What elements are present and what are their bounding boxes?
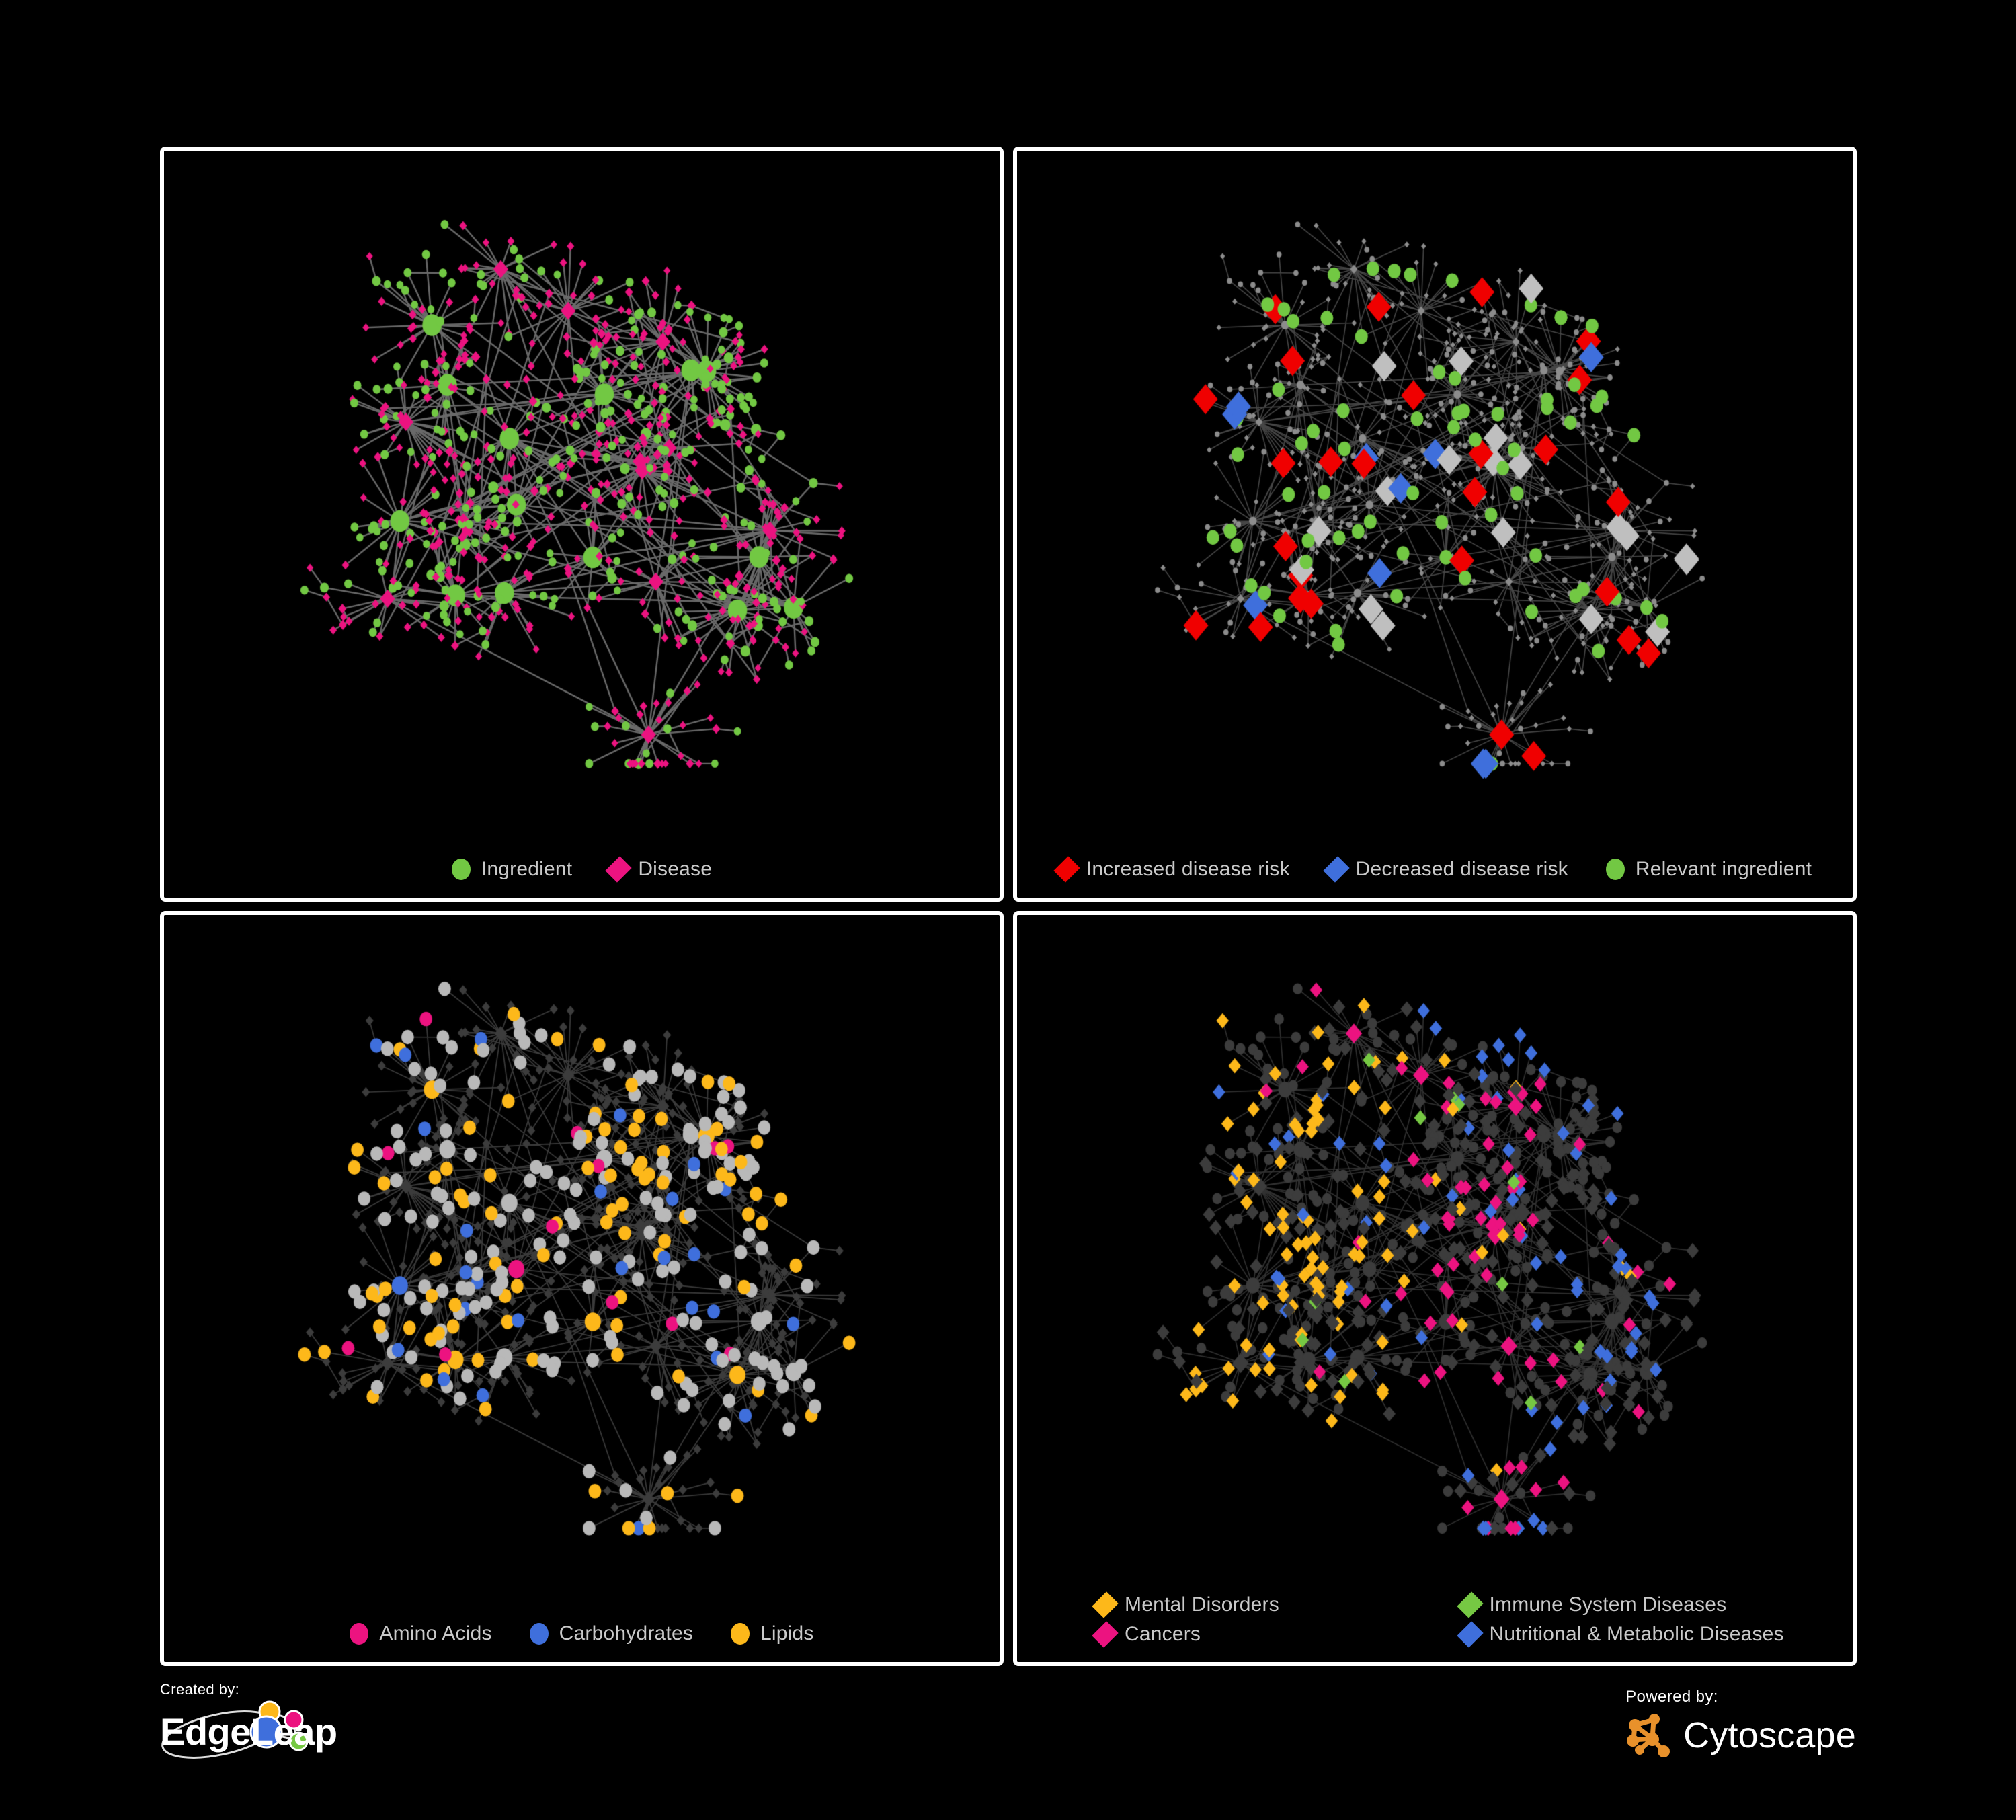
panel-nutrient-class: Amino Acids Carbohydrates Lipids bbox=[160, 911, 1004, 1666]
panel-disease-class: Mental Disorders Immune System Diseases … bbox=[1013, 911, 1857, 1666]
cytoscape-logo: Powered by: bbox=[1624, 1688, 1856, 1782]
panel-grid: Ingredient Disease Increased disease ris… bbox=[160, 147, 1857, 1666]
panel-disease-risk: Increased disease risk Decreased disease… bbox=[1013, 147, 1857, 902]
network-canvas-nutrient-class bbox=[164, 915, 1000, 1662]
cytoscape-wordmark: Cytoscape bbox=[1683, 1715, 1856, 1755]
figure-footer: Created by: EdgeLeap Powered by: bbox=[160, 1674, 1856, 1809]
edgeleap-logomark bbox=[161, 1700, 309, 1759]
powered-by-label: Powered by: bbox=[1625, 1688, 1718, 1706]
edgeleap-node-green bbox=[288, 1731, 309, 1751]
network-canvas-disease-risk bbox=[1017, 151, 1853, 898]
edgeleap-node-pink bbox=[284, 1710, 304, 1730]
cytoscape-icon bbox=[1627, 1714, 1670, 1757]
network-canvas-full-network bbox=[164, 151, 1000, 898]
edgeleap-node-blue bbox=[249, 1715, 283, 1749]
edgeleap-wordmark: EdgeLeap bbox=[160, 1710, 337, 1753]
network-canvas-disease-class bbox=[1017, 915, 1853, 1662]
panel-full-network: Ingredient Disease bbox=[160, 147, 1004, 902]
edgeleap-logo: Created by: EdgeLeap bbox=[160, 1681, 375, 1782]
created-by-label: Created by: bbox=[160, 1681, 240, 1698]
